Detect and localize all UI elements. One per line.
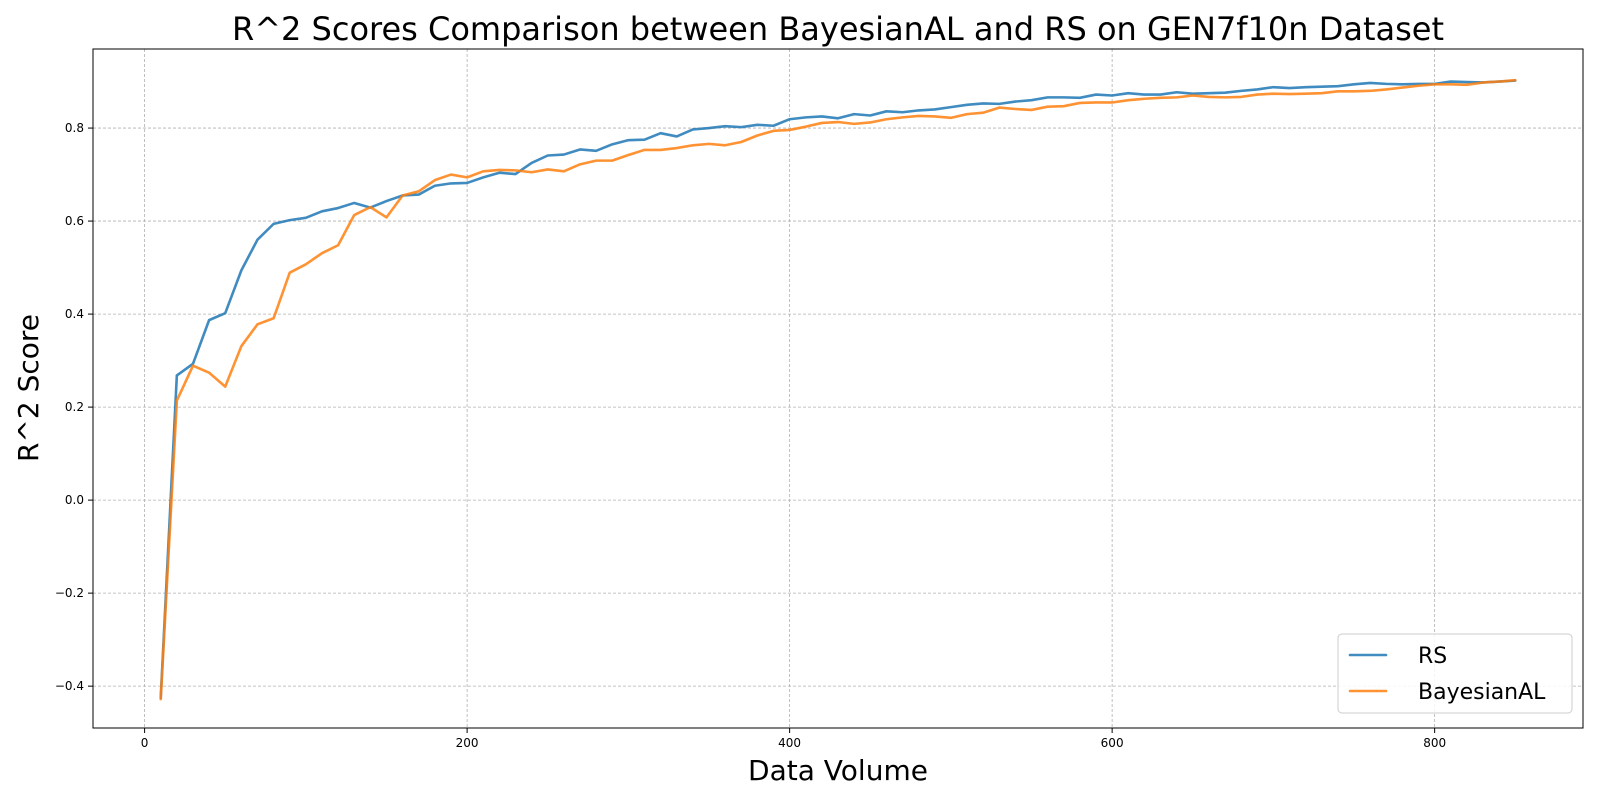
y-tick-label: 0.4 [65,307,84,321]
plot-area-frame [92,48,1584,729]
x-axis-ticks: 0 200 400 600 800 [141,728,1446,750]
y-tick-label: −0.2 [55,586,84,600]
x-axis-label: Data Volume [748,754,928,787]
y-tick-label: −0.4 [55,679,84,693]
x-tick-label: 600 [1101,736,1124,750]
y-axis-label: R^2 Score [12,314,45,462]
y-tick-label: 0.2 [65,400,84,414]
chart-title: R^2 Scores Comparison between BayesianAL… [232,10,1444,48]
y-tick-label: 0.0 [65,493,84,507]
grid-lines [93,49,1583,728]
legend-label-rs: RS [1418,644,1447,669]
series-line-bayesianal [159,78,1517,701]
y-axis-ticks: −0.4 −0.2 0.0 0.2 0.4 0.6 0.8 [55,121,93,693]
y-tick-label: 0.8 [65,121,84,135]
x-tick-label: 800 [1423,736,1446,750]
series-lines [159,78,1517,701]
x-tick-label: 400 [778,736,801,750]
legend-box [1337,633,1573,714]
x-tick-label: 0 [141,736,149,750]
legend: RS BayesianAL [1337,633,1573,714]
y-tick-label: 0.6 [65,214,84,228]
series-line-rs [159,79,1517,700]
legend-label-bayesianal: BayesianAL [1418,680,1546,705]
x-tick-label: 200 [456,736,479,750]
